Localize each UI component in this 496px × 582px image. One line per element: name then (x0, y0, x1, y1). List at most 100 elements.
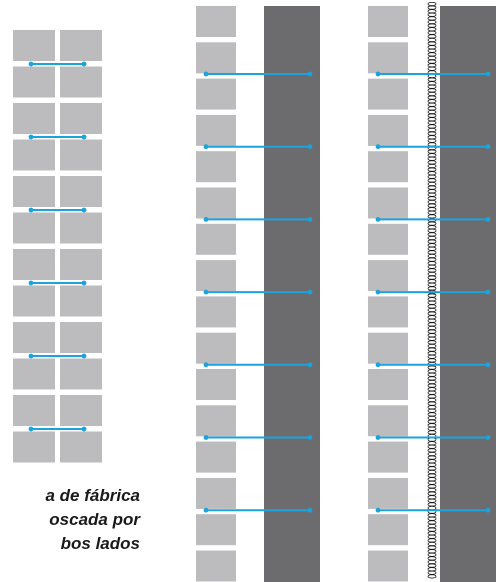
tie-end-dot (485, 435, 491, 440)
brick (196, 296, 236, 328)
brick (60, 212, 102, 244)
tie-end-dot (375, 435, 381, 440)
tie-end-dot (307, 362, 313, 368)
brick (368, 78, 408, 110)
tie-end-dot (28, 134, 34, 140)
brick (60, 395, 102, 426)
tie-end-dot (203, 144, 209, 150)
brick (196, 477, 236, 509)
brick (60, 249, 102, 280)
brick (196, 223, 236, 255)
tie-end-dot (375, 71, 381, 77)
brick (13, 66, 55, 98)
tie-end-dot (307, 71, 313, 77)
tie-end-dot (203, 71, 209, 77)
tie-end-dot (307, 435, 313, 440)
brick (196, 114, 236, 146)
brick (60, 285, 102, 317)
tie-end-dot (81, 353, 87, 359)
brick (368, 151, 408, 183)
brick (60, 103, 102, 134)
tie-end-dot (203, 362, 209, 368)
brick (368, 441, 408, 473)
brick (196, 151, 236, 183)
brick (368, 6, 408, 37)
brick (196, 550, 236, 582)
tie-end-dot (307, 144, 313, 150)
tie-end-dot (81, 207, 87, 213)
tie-end-dot (375, 217, 381, 222)
tie-end-dot (485, 217, 491, 222)
tie-end-dot (203, 435, 209, 440)
brick (368, 260, 408, 292)
brick (196, 187, 236, 219)
tie-end-dot (203, 289, 209, 295)
tie-end-dot (28, 280, 34, 286)
tie-end-dot (28, 207, 34, 213)
brick (60, 139, 102, 171)
brick (196, 441, 236, 473)
brick (196, 514, 236, 546)
tie-end-dot (28, 353, 34, 359)
tie-end-dot (375, 362, 381, 368)
brick (368, 405, 408, 437)
brick-with-dark-panel (196, 6, 320, 582)
brick (196, 6, 236, 37)
brick (13, 285, 55, 317)
brick (368, 114, 408, 146)
brick (196, 405, 236, 437)
brick (60, 176, 102, 207)
tie-end-dot (28, 426, 34, 432)
brick (196, 260, 236, 292)
brick (13, 139, 55, 171)
brick (196, 369, 236, 400)
brick (13, 249, 55, 280)
brick-with-dark-panel-and-spring (368, 1, 496, 582)
tie-end-dot (485, 507, 491, 513)
brick (60, 358, 102, 390)
brick (368, 42, 408, 74)
tie-end-dot (81, 280, 87, 286)
brick (368, 550, 408, 582)
tie-end-dot (81, 61, 87, 67)
tie-end-dot (307, 217, 313, 222)
tie-end-dot (485, 289, 491, 295)
tie-end-dot (375, 289, 381, 295)
tie-end-dot (28, 61, 34, 67)
tie-end-dot (375, 144, 381, 150)
tie-end-dot (81, 134, 87, 140)
tie-end-dot (485, 71, 491, 77)
brick (368, 514, 408, 546)
caption-line-2: oscada por (49, 510, 140, 529)
brick (13, 212, 55, 244)
caption-line-3: bos lados (60, 534, 140, 553)
caption: a de fábrica oscada por bos lados (0, 484, 141, 556)
brick (368, 187, 408, 219)
brick (13, 30, 55, 61)
brick (13, 358, 55, 390)
tie-end-dot (485, 144, 491, 150)
tie-end-dot (203, 507, 209, 513)
brick (368, 223, 408, 255)
brick (368, 296, 408, 328)
tie-end-dot (307, 289, 313, 295)
brick (13, 322, 55, 353)
brick (13, 395, 55, 426)
brick (368, 369, 408, 400)
brick (60, 30, 102, 61)
dark-panel (264, 6, 320, 582)
caption-line-1: a de fábrica (45, 486, 141, 505)
brick (60, 431, 102, 463)
tie-end-dot (485, 362, 491, 368)
brick (13, 176, 55, 207)
tie-end-dot (203, 217, 209, 222)
brick (60, 322, 102, 353)
tie-end-dot (81, 426, 87, 432)
spring-coil (427, 1, 437, 579)
tie-end-dot (375, 507, 381, 513)
tie-end-dot (307, 507, 313, 513)
double-brick-wall (13, 30, 102, 463)
brick (196, 78, 236, 110)
brick (196, 332, 236, 364)
